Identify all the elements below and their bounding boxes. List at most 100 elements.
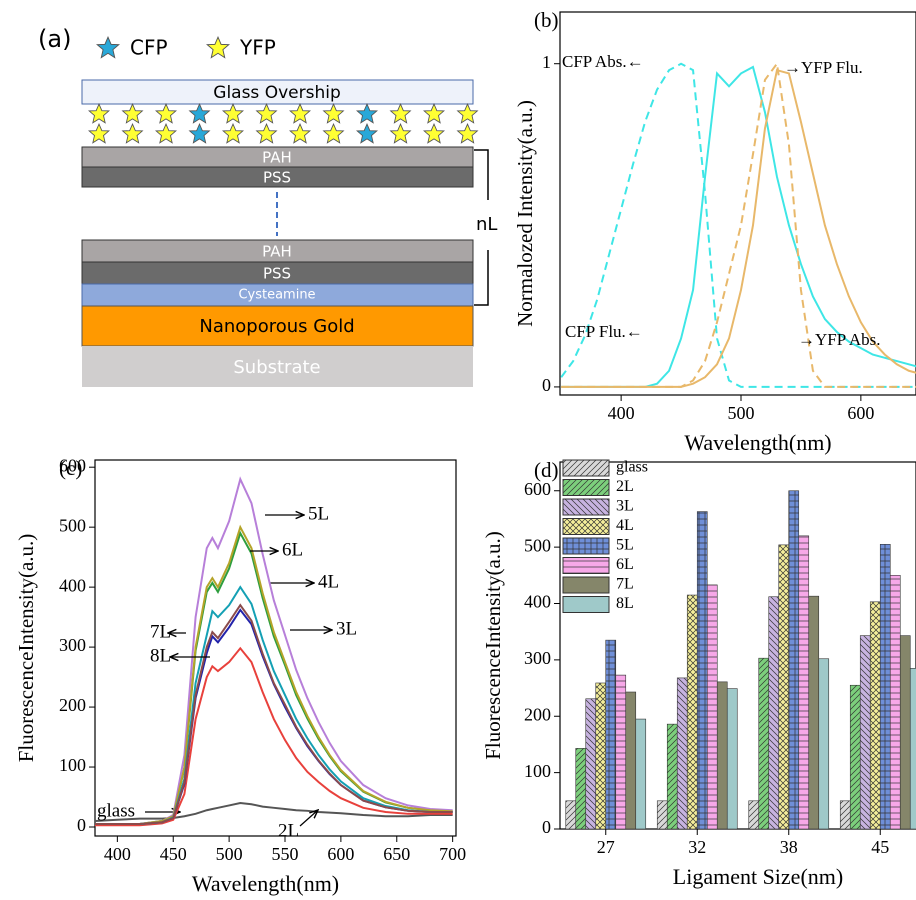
annotation: CFP Abs.←	[562, 52, 644, 71]
series-line	[95, 524, 453, 826]
bar	[798, 535, 810, 829]
x-tick-label: 32	[688, 837, 706, 857]
bar	[625, 691, 637, 829]
bar	[676, 677, 688, 829]
y-tick-label: 400	[524, 592, 551, 612]
bar	[889, 575, 901, 829]
bar	[859, 635, 871, 829]
y-tick-label: 200	[524, 704, 551, 724]
star	[356, 123, 378, 144]
star	[88, 123, 110, 144]
panel-label: (c)	[59, 456, 82, 480]
legend-label: YFP	[239, 36, 276, 60]
layer-label: PSS	[263, 265, 291, 283]
y-tick-label: 300	[59, 635, 86, 655]
layer-label: PSS	[263, 169, 291, 187]
panel-label: (b)	[534, 8, 559, 32]
bar	[768, 596, 780, 829]
legend-swatch	[562, 498, 610, 516]
series-label: 4L	[318, 571, 339, 592]
legend-swatch	[562, 576, 610, 594]
bar	[899, 635, 911, 829]
panel-label: (a)	[38, 25, 71, 53]
star	[88, 103, 110, 124]
star	[390, 123, 411, 144]
bar	[758, 657, 770, 829]
annotation: →YFP Abs.	[798, 330, 881, 349]
star	[423, 123, 445, 144]
layer	[81, 79, 474, 105]
series-label: 7L	[150, 621, 171, 642]
plot-frame	[559, 11, 916, 396]
star	[390, 103, 411, 124]
y-tick-label: 400	[59, 575, 86, 595]
layer-label: Glass Overship	[213, 83, 340, 103]
label-arrow	[299, 810, 318, 827]
x-axis-label: Ligament Size(nm)	[673, 864, 843, 889]
x-tick-label: 45	[871, 837, 889, 857]
y-tick-label: 100	[524, 761, 551, 781]
legend-label: 7L	[616, 576, 634, 593]
panel: 0 100 200 300 400 500 600(d) Ligament Size(nm) F…	[481, 458, 916, 889]
x-axis-label: Wavelength(nm)	[192, 871, 339, 896]
x-tick-label: 700	[439, 844, 466, 864]
layer-label: Substrate	[233, 357, 320, 378]
y-tick-label: 0	[542, 817, 551, 837]
x-tick-label: 500	[727, 403, 754, 423]
series-label: 6L	[282, 539, 303, 560]
bar	[615, 674, 627, 829]
panel: 0 1 (b) Wavelength(nm) Normalozed Intensity(…	[513, 8, 916, 455]
series-line	[95, 603, 453, 826]
layer	[82, 346, 473, 387]
legend-label: 8L	[616, 595, 634, 612]
bracket	[474, 149, 489, 306]
y-tick-label: 1	[542, 52, 551, 72]
bar	[808, 595, 820, 829]
star	[155, 103, 177, 124]
bar	[585, 698, 597, 829]
y-tick-label: 600	[524, 479, 551, 499]
bracket-label: nL	[476, 214, 497, 235]
layer	[81, 166, 474, 188]
x-tick-label: 400	[104, 844, 131, 864]
legend-label: 2L	[616, 478, 634, 495]
series-line	[95, 530, 453, 826]
star	[289, 103, 311, 124]
y-axis-label: FluorescenceIntensity(a.u.)	[481, 531, 505, 760]
bar	[605, 639, 617, 829]
star	[122, 123, 143, 144]
series-label: 8L	[150, 645, 171, 666]
bar	[696, 511, 708, 829]
bar	[849, 684, 861, 829]
y-tick-label: 100	[59, 755, 86, 775]
star	[256, 123, 277, 144]
y-tick-label: 0	[77, 815, 86, 835]
y-axis-label: FluorescenceIntensity(a.u.)	[14, 534, 38, 763]
series-line	[95, 646, 453, 827]
series-label: 2L	[278, 820, 299, 841]
bar	[839, 800, 851, 829]
star	[457, 103, 478, 124]
bar	[706, 584, 718, 829]
legend-swatch	[562, 518, 610, 535]
star-rows	[88, 103, 478, 144]
star	[222, 103, 244, 124]
x-tick-label: 27	[597, 837, 615, 857]
bar	[575, 748, 587, 829]
bar	[635, 718, 647, 829]
plot-frame	[94, 459, 457, 837]
star	[189, 103, 210, 124]
legend-label: CFP	[130, 36, 168, 60]
x-axis-label: Wavelength(nm)	[684, 430, 831, 455]
star	[323, 123, 344, 144]
legend-label: 4L	[616, 517, 634, 534]
legend-label: 6L	[616, 556, 634, 573]
bar	[818, 658, 830, 829]
star	[155, 123, 177, 144]
x-tick-label: 450	[160, 844, 187, 864]
star	[222, 123, 244, 144]
bar	[726, 688, 738, 829]
y-axis-label: Normalozed Intensity(a.u.)	[513, 100, 537, 327]
y-tick-label: 500	[59, 515, 86, 535]
bar	[879, 544, 891, 829]
